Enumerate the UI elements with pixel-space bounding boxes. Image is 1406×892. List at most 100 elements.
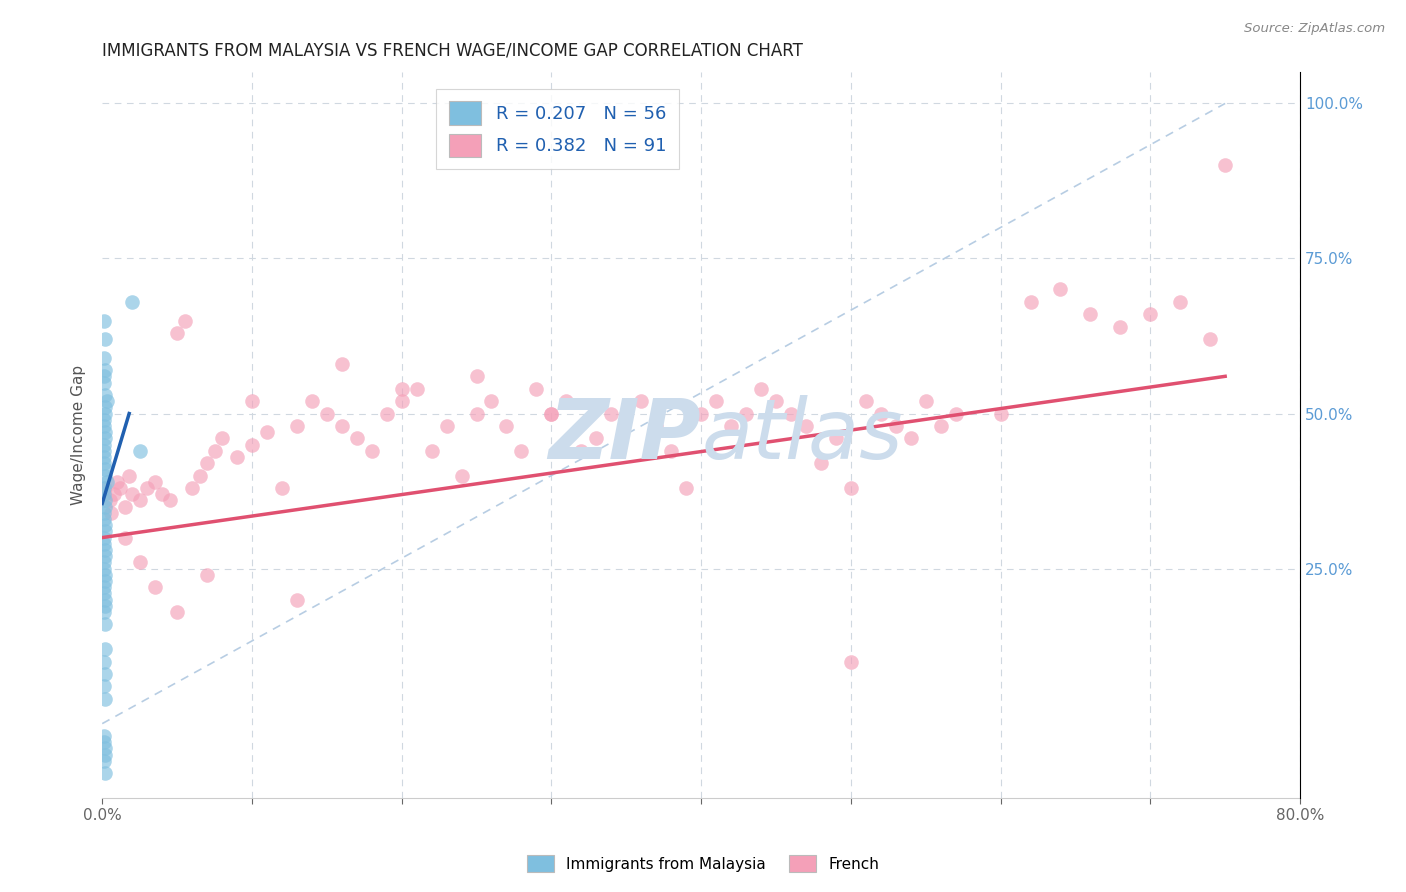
Point — [94, 747, 117, 762]
Point — [93, 561, 115, 575]
Point — [143, 475, 166, 489]
Point — [93, 754, 115, 768]
Point — [285, 592, 308, 607]
Point — [93, 537, 115, 551]
Point — [93, 369, 115, 384]
Point — [585, 431, 607, 445]
Point — [1080, 307, 1102, 321]
Point — [93, 487, 115, 501]
Point — [93, 443, 115, 458]
Point — [436, 419, 458, 434]
Point — [94, 543, 117, 558]
Point — [94, 425, 117, 439]
Point — [810, 456, 832, 470]
Text: ZIP: ZIP — [548, 395, 702, 475]
Point — [780, 407, 803, 421]
Point — [495, 419, 517, 434]
Point — [94, 468, 117, 483]
Point — [128, 493, 150, 508]
Point — [93, 555, 115, 569]
Text: atlas: atlas — [702, 395, 903, 475]
Point — [1109, 319, 1132, 334]
Point — [128, 443, 150, 458]
Point — [188, 468, 211, 483]
Point — [1199, 332, 1222, 346]
Point — [94, 524, 117, 539]
Point — [94, 599, 117, 613]
Point — [645, 419, 668, 434]
Point — [569, 443, 592, 458]
Point — [240, 437, 263, 451]
Point — [108, 481, 131, 495]
Point — [93, 351, 115, 365]
Point — [869, 407, 891, 421]
Legend: Immigrants from Malaysia, French: Immigrants from Malaysia, French — [519, 847, 887, 880]
Point — [94, 518, 117, 533]
Point — [315, 407, 337, 421]
Point — [749, 382, 772, 396]
Point — [93, 605, 115, 619]
Point — [555, 394, 578, 409]
Point — [914, 394, 936, 409]
Point — [94, 574, 117, 588]
Point — [94, 500, 117, 514]
Point — [405, 382, 427, 396]
Point — [94, 549, 117, 564]
Point — [94, 332, 117, 346]
Point — [465, 407, 488, 421]
Point — [93, 586, 115, 600]
Point — [94, 388, 117, 402]
Point — [614, 407, 637, 421]
Point — [93, 506, 115, 520]
Point — [94, 691, 117, 706]
Point — [256, 425, 278, 439]
Point — [94, 667, 117, 681]
Point — [93, 376, 115, 390]
Point — [93, 450, 115, 464]
Point — [360, 443, 382, 458]
Point — [690, 407, 713, 421]
Point — [94, 481, 117, 495]
Point — [166, 326, 188, 340]
Point — [945, 407, 967, 421]
Point — [704, 394, 727, 409]
Point — [166, 605, 188, 619]
Point — [465, 369, 488, 384]
Point — [93, 512, 115, 526]
Point — [100, 506, 122, 520]
Point — [105, 475, 128, 489]
Point — [118, 468, 141, 483]
Point — [526, 382, 548, 396]
Point — [98, 493, 121, 508]
Point — [173, 313, 195, 327]
Point — [93, 580, 115, 594]
Point — [375, 407, 398, 421]
Point — [195, 567, 218, 582]
Point — [96, 394, 118, 409]
Point — [94, 592, 117, 607]
Point — [181, 481, 204, 495]
Point — [94, 493, 117, 508]
Point — [1168, 294, 1191, 309]
Point — [94, 401, 117, 415]
Point — [1019, 294, 1042, 309]
Point — [630, 394, 652, 409]
Legend: R = 0.207   N = 56, R = 0.382   N = 91: R = 0.207 N = 56, R = 0.382 N = 91 — [436, 88, 679, 169]
Point — [301, 394, 323, 409]
Point — [94, 741, 117, 756]
Point — [93, 481, 115, 495]
Point — [659, 443, 682, 458]
Point — [93, 655, 115, 669]
Point — [159, 493, 181, 508]
Point — [121, 294, 143, 309]
Point — [675, 481, 697, 495]
Point — [93, 437, 115, 451]
Point — [93, 735, 115, 749]
Point — [884, 419, 907, 434]
Point — [211, 431, 233, 445]
Point — [94, 462, 117, 476]
Point — [285, 419, 308, 434]
Y-axis label: Wage/Income Gap: Wage/Income Gap — [72, 365, 86, 505]
Point — [240, 394, 263, 409]
Point — [510, 443, 533, 458]
